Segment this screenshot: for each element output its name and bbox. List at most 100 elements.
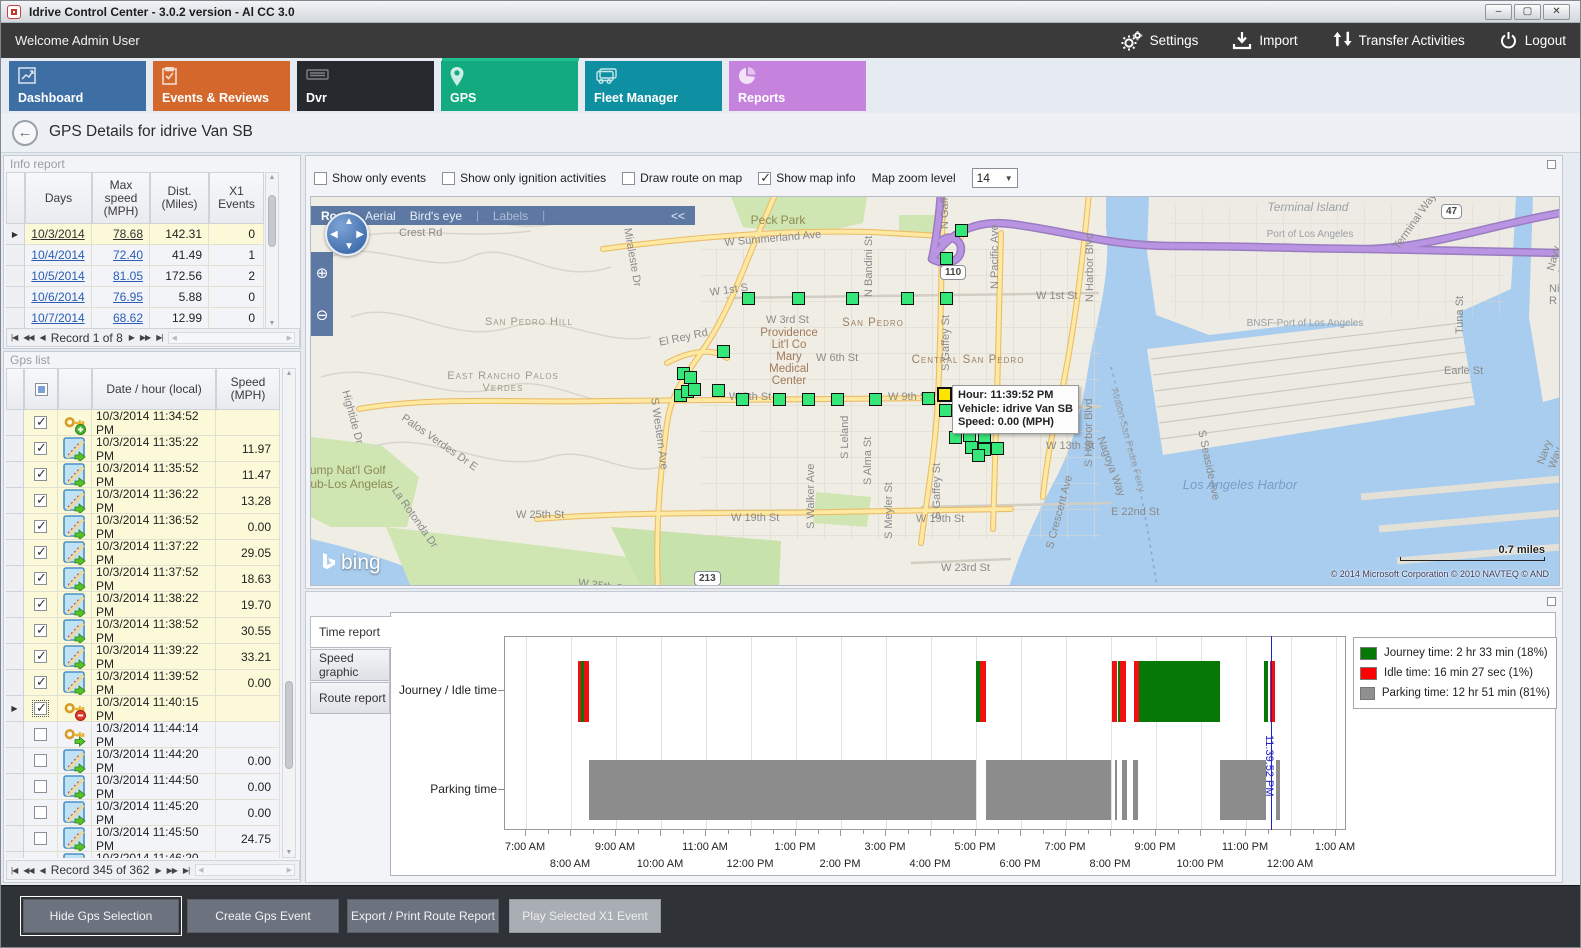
tab-reports[interactable]: Reports (729, 61, 866, 111)
table-row[interactable]: 10/5/2014 81.05 172.56 2 (6, 266, 264, 287)
gps-point-marker[interactable] (688, 383, 701, 396)
gps-list-row[interactable]: 10/3/2014 11:44:14 PM (6, 721, 280, 749)
tab-dashboard[interactable]: Dashboard (9, 61, 146, 111)
scroll-up-icon[interactable]: ▲ (285, 370, 293, 377)
day-link[interactable]: 10/3/2014 (31, 227, 85, 241)
pager-next-icon[interactable]: ▶ (128, 333, 135, 342)
checkbox[interactable] (442, 171, 456, 185)
footer-button-export-print-route-report[interactable]: Export / Print Route Report (347, 899, 499, 933)
gps-list-row[interactable]: 10/3/2014 11:46:20 PM17.93 (6, 851, 280, 858)
column-header[interactable]: X1 Events (209, 172, 264, 224)
gps-list-row[interactable]: 10/3/2014 11:44:50 PM 0.00 (6, 773, 280, 801)
select-all-header[interactable] (24, 368, 58, 410)
row-checkbox[interactable] (34, 518, 47, 534)
map-compass-icon[interactable]: ▲ ▼ ◀ ▶ (325, 212, 369, 256)
row-checkbox[interactable] (34, 780, 47, 793)
map-mode-aerial[interactable]: Aerial (365, 208, 396, 223)
row-checkbox[interactable] (34, 622, 47, 638)
row-checkbox[interactable] (34, 674, 47, 690)
gps-point-marker[interactable] (831, 393, 844, 406)
map-mode-labels[interactable]: Labels (492, 208, 529, 223)
zoom-out-icon[interactable]: ⊖ (315, 307, 329, 324)
gps-point-marker[interactable] (972, 449, 985, 462)
day-link[interactable]: 10/5/2014 (31, 269, 85, 283)
table-row[interactable]: 10/7/2014 68.62 12.99 0 (6, 308, 264, 329)
gps-point-marker[interactable] (955, 224, 968, 237)
pager-next-icon[interactable]: ▶ (155, 865, 161, 875)
row-checkbox[interactable] (34, 754, 47, 767)
row-checkbox[interactable] (34, 466, 47, 482)
pager-prev-icon[interactable]: |◀ (11, 865, 18, 875)
checkbox[interactable] (314, 171, 327, 185)
day-link[interactable]: 10/7/2014 (31, 311, 85, 325)
gps-point-marker[interactable] (901, 292, 914, 305)
pager-next-icon[interactable]: ▶| (156, 333, 163, 342)
gps-point-marker[interactable] (991, 442, 1004, 455)
column-header[interactable]: Dist. (Miles) (150, 172, 209, 224)
pager-next-icon[interactable]: ▶▶ (166, 865, 178, 875)
info-table-scrollbar[interactable]: ▲ ▼ (265, 172, 279, 329)
pager-next-icon[interactable]: ▶| (182, 865, 190, 875)
zoom-in-icon[interactable]: ⊕ (315, 265, 329, 282)
gps-point-marker[interactable] (940, 292, 953, 305)
scroll-thumb[interactable] (285, 681, 293, 770)
maximize-button[interactable]: ▢ (1514, 4, 1541, 20)
row-checkbox[interactable] (34, 648, 47, 664)
scroll-down-icon[interactable]: ▼ (285, 849, 293, 856)
column-header[interactable]: Max speed (MPH) (92, 172, 150, 224)
row-checkbox[interactable] (34, 570, 47, 586)
table-row[interactable]: 10/4/2014 72.40 41.49 1 (6, 245, 264, 266)
nav-item-settings[interactable]: Settings (1121, 30, 1198, 51)
map-option-draw-route-on-map[interactable]: Draw route on map (622, 171, 742, 185)
panel-expand-icon[interactable] (1547, 597, 1556, 606)
footer-button-hide-gps-selection[interactable]: Hide Gps Selection (23, 899, 179, 933)
table-row[interactable]: ▶ 10/3/2014 78.68 142.31 0 (6, 224, 264, 245)
gps-point-marker[interactable] (922, 392, 935, 405)
row-checkbox[interactable] (34, 440, 47, 456)
horizontal-scrollbar[interactable]: ◀ ▶ (168, 331, 295, 344)
gps-point-marker[interactable] (792, 292, 805, 305)
gps-list-row[interactable]: 10/3/2014 11:44:20 PM 0.00 (6, 747, 280, 775)
map-option-show-only-ignition-activities[interactable]: Show only ignition activities (442, 171, 606, 185)
day-link[interactable]: 10/4/2014 (31, 248, 85, 262)
gps-point-marker[interactable] (802, 393, 815, 406)
gps-list-row[interactable]: 10/3/2014 11:39:52 PM0.00 (6, 669, 280, 697)
gps-list-row[interactable]: 10/3/2014 11:45:20 PM 0.00 (6, 799, 280, 827)
row-checkbox[interactable] (34, 806, 47, 819)
row-checkbox[interactable] (32, 700, 49, 717)
pager-prev-icon[interactable]: |◀ (11, 333, 18, 342)
panel-expand-icon[interactable] (1547, 160, 1556, 169)
row-indicator-header[interactable] (6, 172, 25, 224)
map-option-show-map-info[interactable]: Show map info (758, 170, 856, 186)
day-link[interactable]: 10/6/2014 (31, 290, 85, 304)
row-checkbox[interactable] (34, 414, 47, 430)
tab-dvr[interactable]: Dvr (297, 61, 434, 111)
nav-item-import[interactable]: Import (1232, 31, 1298, 51)
gps-point-marker[interactable] (736, 393, 749, 406)
gps-point-marker[interactable] (712, 384, 725, 397)
tab-fleet-manager[interactable]: Fleet Manager (585, 61, 722, 111)
nav-item-transfer-activities[interactable]: Transfer Activities (1332, 31, 1465, 51)
map-canvas[interactable]: RoadAerialBird's eye|Labels|<< ▲ ▼ ◀ ▶ ⊕… (310, 196, 1560, 586)
gps-point-marker[interactable] (773, 393, 786, 406)
checkbox[interactable] (622, 171, 636, 185)
gps-point-marker[interactable] (717, 345, 730, 358)
max-speed-link[interactable]: 78.68 (112, 227, 143, 241)
speed-column-header[interactable]: Speed (MPH) (216, 368, 280, 410)
gps-list-scrollbar[interactable]: ▲ ▼ (282, 368, 296, 858)
map-zoom-level-select[interactable]: 14 ▼ (971, 168, 1018, 188)
checkbox[interactable] (758, 170, 772, 186)
close-button[interactable]: ✕ (1543, 4, 1570, 20)
tab-events-reviews[interactable]: Events & Reviews (153, 61, 290, 111)
gps-point-marker[interactable] (939, 404, 952, 417)
map-option-show-only-events[interactable]: Show only events (314, 171, 426, 185)
pager-prev-icon[interactable]: ◀◀ (23, 333, 34, 342)
gps-point-marker[interactable] (742, 292, 755, 305)
